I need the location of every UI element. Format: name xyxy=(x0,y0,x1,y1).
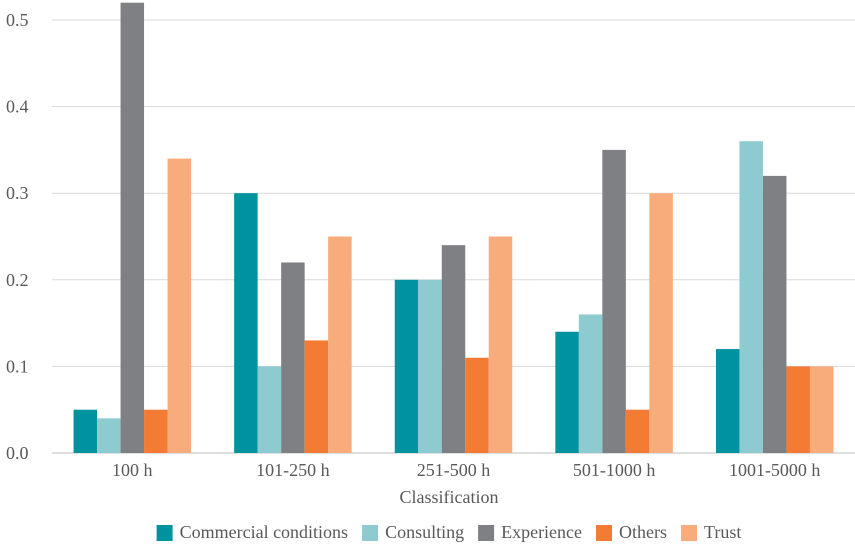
bar-others xyxy=(144,409,168,453)
bar-experience xyxy=(281,262,305,453)
bar-others xyxy=(625,409,650,453)
bar-commercial-conditions xyxy=(715,349,740,453)
legend-item: Experience xyxy=(478,522,582,542)
legend-swatch xyxy=(362,525,379,541)
bar-consulting xyxy=(578,314,603,453)
legend-swatch xyxy=(478,525,495,541)
x-tick-label: 101-250 h xyxy=(256,460,330,480)
y-tick-label: 0.3 xyxy=(6,183,29,203)
bar-commercial-conditions xyxy=(234,193,258,453)
y-tick-label: 0.0 xyxy=(6,443,29,463)
bar-others xyxy=(465,357,489,453)
bar-experience xyxy=(441,245,466,453)
bar-commercial-conditions xyxy=(73,409,98,453)
bar-consulting xyxy=(418,279,442,453)
legend-item: Commercial conditions xyxy=(156,522,348,542)
y-tick-label: 0.4 xyxy=(6,97,29,117)
x-tick-label: 100 h xyxy=(112,460,153,480)
legend-label: Consulting xyxy=(385,522,464,542)
bar-trust xyxy=(167,158,192,453)
bar-consulting xyxy=(739,141,763,454)
legend-label: Others xyxy=(619,522,667,542)
y-axis-ticks: 0.0 0.1 0.2 0.3 0.4 0.5 xyxy=(6,10,29,463)
bars xyxy=(73,2,834,454)
legend-item: Others xyxy=(596,522,667,542)
bar-others xyxy=(304,340,329,453)
bar-commercial-conditions xyxy=(555,331,579,453)
legend: Commercial conditions Consulting Experienc… xyxy=(156,522,741,542)
bar-others xyxy=(786,366,810,453)
x-axis-ticks: 100 h 101-250 h 251-500 h 501-1000 h 1001-50… xyxy=(112,460,820,480)
legend-swatch xyxy=(681,525,698,541)
bar-trust xyxy=(328,236,352,453)
legend-item: Consulting xyxy=(362,522,464,542)
bar-consulting xyxy=(257,366,282,453)
x-tick-label: 501-1000 h xyxy=(573,460,656,480)
x-tick-label: 1001-5000 h xyxy=(729,460,821,480)
bar-commercial-conditions xyxy=(394,279,419,453)
y-tick-label: 0.1 xyxy=(6,356,29,376)
bar-trust xyxy=(649,193,673,453)
bar-experience xyxy=(120,2,145,454)
bar-consulting xyxy=(97,418,121,453)
bar-trust xyxy=(809,366,834,453)
legend-label: Experience xyxy=(501,522,582,542)
x-axis-label: Classification xyxy=(400,487,499,507)
legend-label: Commercial conditions xyxy=(180,522,348,542)
bar-experience xyxy=(762,175,787,453)
y-tick-label: 0.2 xyxy=(6,270,29,290)
legend-label: Trust xyxy=(704,522,741,542)
bar-experience xyxy=(602,149,626,453)
legend-swatch xyxy=(596,525,613,541)
legend-item: Trust xyxy=(681,522,741,542)
y-tick-label: 0.5 xyxy=(6,10,29,30)
x-tick-label: 251-500 h xyxy=(417,460,491,480)
bar-trust xyxy=(488,236,513,453)
legend-swatch xyxy=(156,525,173,541)
